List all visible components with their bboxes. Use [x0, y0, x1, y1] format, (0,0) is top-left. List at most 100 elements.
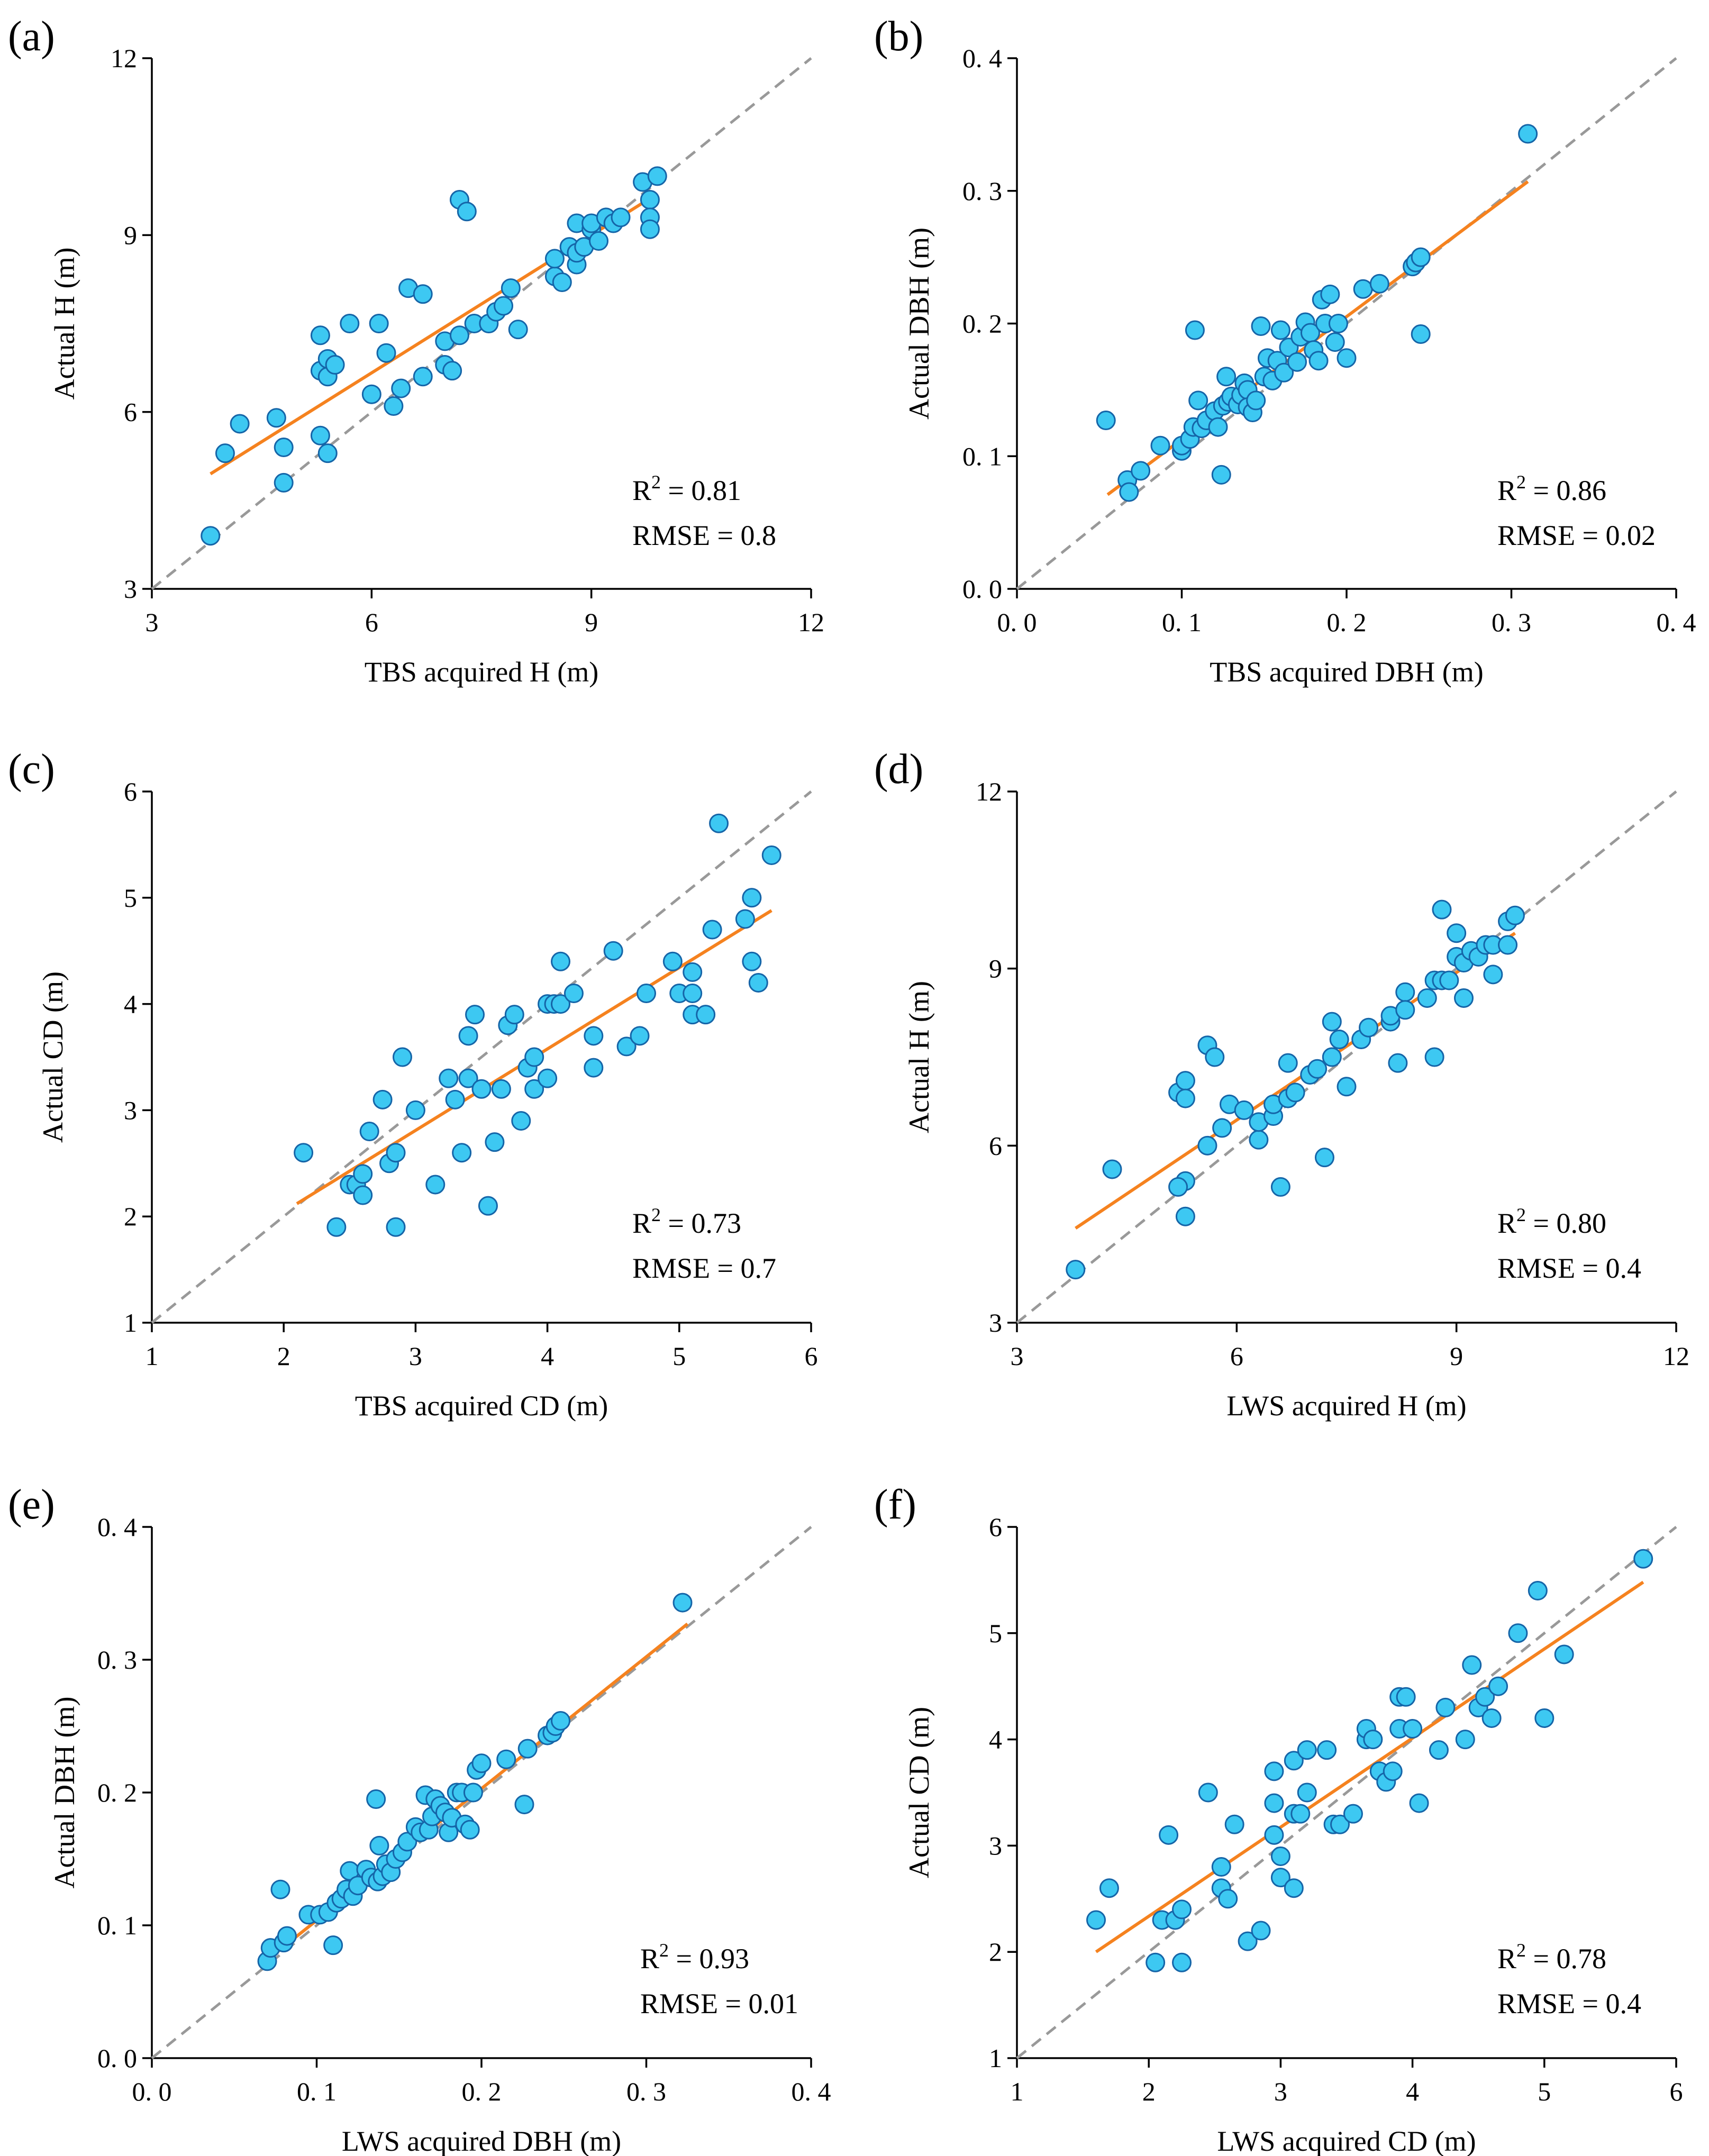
- data-point: [230, 414, 250, 434]
- y-tick-label: 6: [124, 397, 137, 427]
- data-point: [761, 845, 781, 865]
- y-tick-label: 3: [124, 1095, 137, 1125]
- data-point: [1359, 1017, 1379, 1038]
- x-tick-label: 0. 4: [1657, 607, 1696, 637]
- x-tick-label: 5: [1538, 2077, 1551, 2106]
- data-point: [1175, 1206, 1195, 1226]
- data-point: [1411, 324, 1431, 344]
- data-point: [702, 920, 722, 940]
- data-point: [1287, 352, 1307, 372]
- data-point: [1218, 1889, 1238, 1909]
- data-point: [508, 320, 528, 340]
- data-point: [1146, 1952, 1166, 1972]
- data-point: [439, 1068, 459, 1088]
- data-point: [1417, 988, 1437, 1008]
- data-point: [1388, 1053, 1408, 1073]
- data-point: [340, 314, 360, 333]
- data-point: [1270, 320, 1290, 340]
- data-point: [1395, 1000, 1415, 1020]
- data-point: [1264, 1825, 1284, 1845]
- x-axis-title: LWS acquired H (m): [1226, 1390, 1466, 1422]
- data-point: [517, 1739, 538, 1759]
- data-point: [386, 1217, 406, 1237]
- x-tick-label: 6: [365, 607, 378, 637]
- rmse-annotation: RMSE = 0.4: [1497, 1988, 1641, 2019]
- data-point: [1432, 899, 1452, 920]
- data-point: [683, 962, 703, 982]
- data-point: [1208, 417, 1228, 437]
- data-point: [1211, 465, 1231, 485]
- x-tick-label: 3: [1011, 1341, 1024, 1371]
- data-point: [478, 1196, 498, 1216]
- data-point: [1498, 935, 1518, 955]
- y-axis-title: Actual DBH (m): [903, 228, 935, 420]
- x-tick-label: 4: [541, 1341, 554, 1371]
- x-axis-title: LWS acquired DBH (m): [342, 2125, 621, 2156]
- x-tick-label: 2: [1142, 2077, 1156, 2106]
- data-point: [742, 888, 762, 908]
- data-point: [1369, 274, 1389, 294]
- data-point: [603, 941, 623, 961]
- x-tick-label: 4: [1406, 2077, 1419, 2106]
- data-point: [323, 1935, 343, 1955]
- r-squared-annotation: R2 = 0.73: [632, 1204, 741, 1239]
- data-point: [1234, 1100, 1254, 1120]
- r-squared-value: = 0.86: [1526, 475, 1606, 506]
- y-tick-label: 0. 2: [97, 1778, 137, 1807]
- r-squared-superscript: 2: [651, 471, 661, 493]
- data-point: [1284, 1878, 1304, 1898]
- data-point: [1363, 1730, 1383, 1750]
- r-squared-symbol: R: [632, 475, 651, 506]
- data-point: [1251, 316, 1271, 336]
- data-point: [501, 278, 521, 298]
- data-point: [1159, 1825, 1179, 1845]
- rmse-annotation: RMSE = 0.7: [632, 1252, 776, 1284]
- data-point: [1320, 284, 1340, 304]
- data-point: [460, 1820, 480, 1840]
- y-tick-label: 0. 4: [97, 1512, 137, 1542]
- data-point: [1131, 461, 1151, 481]
- data-point: [563, 984, 584, 1004]
- data-point: [1096, 411, 1116, 431]
- data-point: [1317, 1740, 1337, 1760]
- x-axis-title: LWS acquired CD (m): [1217, 2125, 1476, 2156]
- data-point: [742, 951, 762, 971]
- data-point: [471, 1079, 492, 1099]
- data-point: [405, 1100, 425, 1120]
- y-tick-label: 1: [989, 2043, 1002, 2073]
- y-tick-label: 4: [989, 1725, 1002, 1754]
- data-point: [452, 1143, 472, 1163]
- data-point: [538, 1068, 558, 1088]
- y-tick-label: 5: [989, 1618, 1002, 1648]
- r-squared-annotation: R2 = 0.86: [1497, 471, 1606, 506]
- data-point: [683, 984, 703, 1004]
- x-tick-label: 9: [585, 607, 598, 637]
- data-point: [1205, 1047, 1225, 1067]
- data-point: [274, 472, 294, 493]
- x-tick-label: 0. 2: [1327, 607, 1367, 637]
- data-point: [1086, 1910, 1106, 1930]
- data-point: [1483, 965, 1503, 985]
- rmse-annotation: RMSE = 0.8: [632, 520, 776, 551]
- data-point: [1284, 1751, 1304, 1771]
- data-point: [551, 951, 571, 971]
- data-point: [425, 1175, 446, 1195]
- y-tick-label: 12: [976, 777, 1002, 806]
- x-tick-label: 12: [798, 607, 824, 637]
- data-point: [1102, 1159, 1122, 1179]
- data-point: [1119, 482, 1139, 502]
- data-point: [1172, 1899, 1192, 1920]
- r-squared-symbol: R: [1497, 475, 1516, 506]
- data-point: [1188, 390, 1208, 411]
- y-tick-label: 2: [124, 1202, 137, 1231]
- data-point: [1322, 1012, 1342, 1032]
- data-point: [1197, 1135, 1217, 1156]
- x-tick-label: 0. 0: [132, 2077, 172, 2106]
- data-point: [584, 1026, 604, 1046]
- r-squared-symbol: R: [632, 1207, 651, 1239]
- data-point: [1066, 1260, 1086, 1280]
- data-point: [1353, 279, 1373, 299]
- x-tick-label: 0. 3: [626, 2077, 666, 2106]
- r-squared-annotation: R2 = 0.78: [1497, 1940, 1606, 1975]
- data-point: [442, 361, 462, 381]
